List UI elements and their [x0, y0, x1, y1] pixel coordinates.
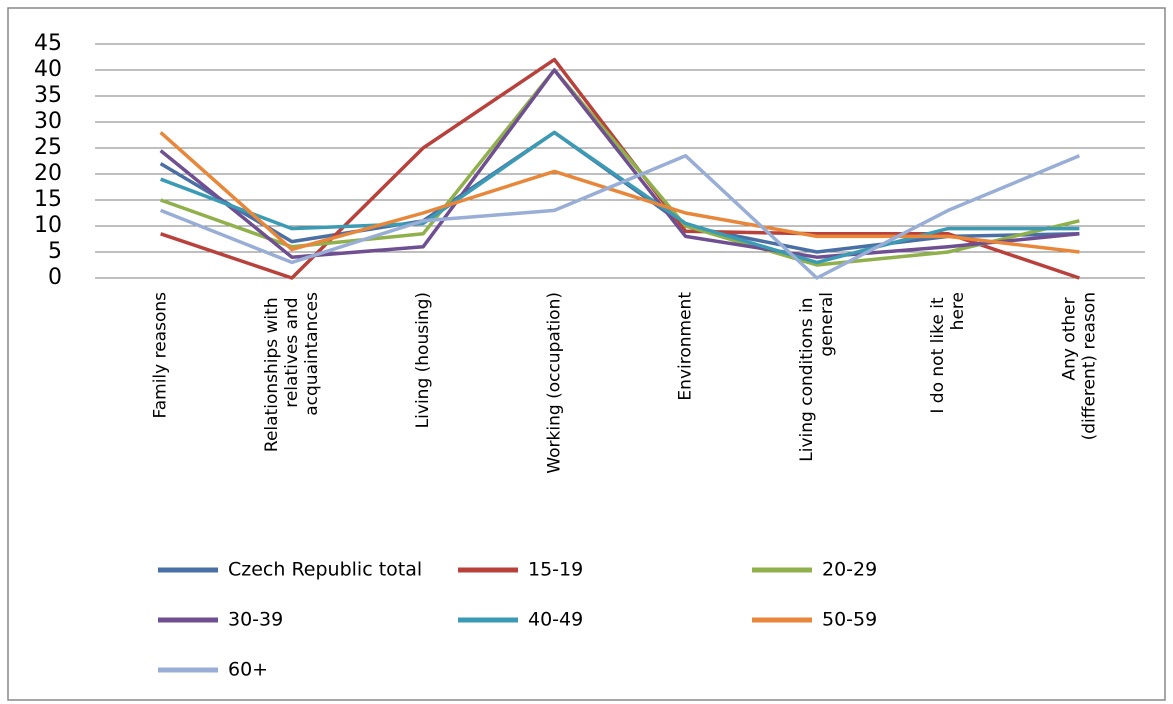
y-tick-label: 30 [34, 109, 62, 134]
legend-label: 60+ [228, 659, 268, 681]
series-line [160, 130, 1080, 265]
legend-label: 30-39 [228, 609, 283, 631]
chart-frame [7, 7, 1166, 701]
x-tick-label: Family reasons [151, 292, 171, 419]
series-line [159, 154, 1081, 280]
y-tick-label: 45 [34, 31, 62, 56]
y-tick-label: 15 [34, 187, 62, 212]
y-tick-label: 25 [34, 135, 62, 160]
legend-label: 15-19 [528, 559, 583, 581]
y-tick-label: 40 [34, 57, 62, 82]
x-tick-label: Living (housing) [413, 292, 433, 428]
x-tick-label: Living conditions in general [797, 292, 837, 462]
y-tick-label: 20 [34, 161, 62, 186]
y-tick-label: 10 [34, 213, 62, 238]
x-tick-label: Environment [676, 292, 696, 401]
x-tick-label: I do not like it here [928, 292, 968, 414]
x-tick-label: Relationships with relatives and acquain… [262, 292, 322, 452]
x-tick-label: Any other (different) reason [1059, 292, 1099, 440]
legend-label: Czech Republic total [228, 559, 422, 581]
y-tick-label: 5 [48, 239, 62, 264]
legend-label: 50-59 [822, 609, 877, 631]
y-tick-label: 0 [48, 265, 62, 290]
legend-label: 20-29 [822, 559, 877, 581]
y-tick-label: 35 [34, 83, 62, 108]
legend-label: 40-49 [528, 609, 583, 631]
x-tick-label: Working (occupation) [544, 292, 564, 474]
series-line [159, 131, 1080, 254]
